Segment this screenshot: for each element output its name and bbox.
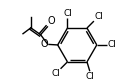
Text: Cl: Cl xyxy=(107,40,116,49)
Text: O: O xyxy=(48,16,55,26)
Text: Cl: Cl xyxy=(86,72,94,81)
Text: Cl: Cl xyxy=(94,12,103,21)
Text: Cl: Cl xyxy=(51,69,60,78)
Text: Cl: Cl xyxy=(63,9,72,18)
Text: O: O xyxy=(41,39,48,49)
